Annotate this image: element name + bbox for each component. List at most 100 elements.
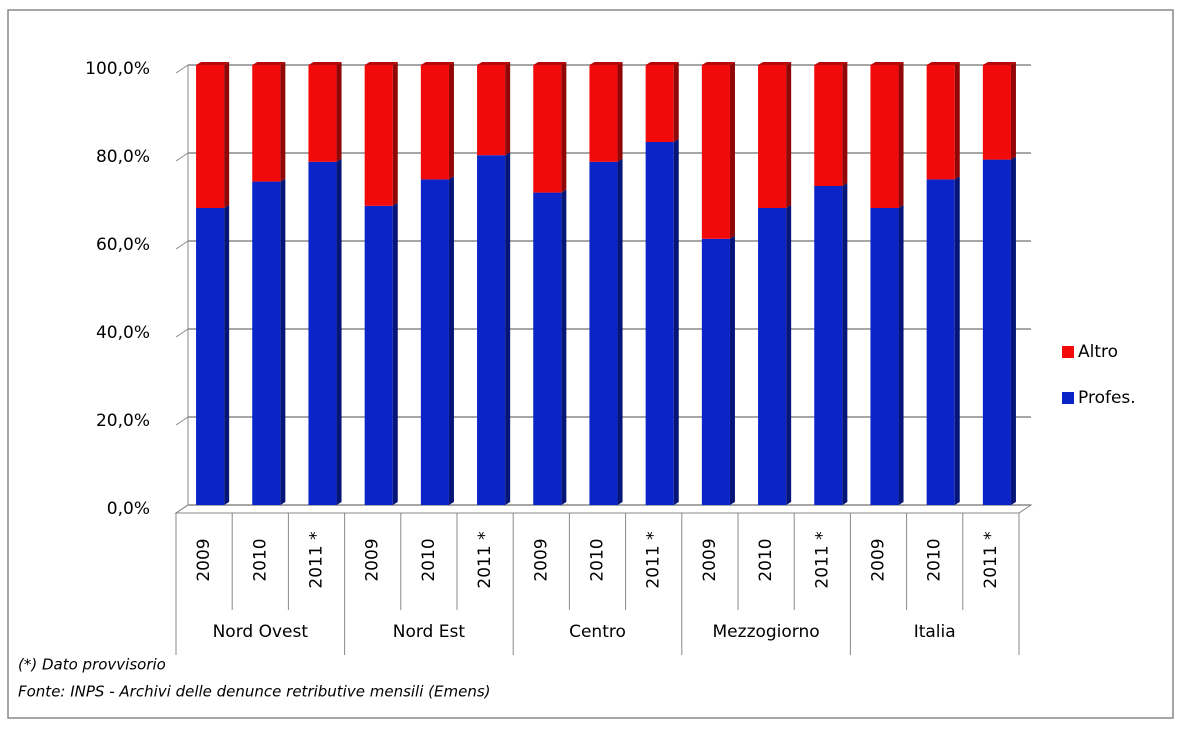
bar-top xyxy=(814,62,848,65)
bar-side xyxy=(842,62,848,186)
note: Fonte: INPS - Archivi delle denunce retr… xyxy=(18,683,491,701)
bar-top xyxy=(589,62,623,65)
x-tick-label: 2011 * xyxy=(981,531,1001,588)
bar-top xyxy=(533,62,567,65)
bar-side xyxy=(786,62,792,208)
bar-segment xyxy=(308,65,337,162)
bar-side xyxy=(505,152,511,505)
bar-side xyxy=(224,205,230,505)
bar-top xyxy=(477,62,511,65)
bar-segment xyxy=(645,65,674,142)
y-tick-label: 0,0% xyxy=(107,499,150,519)
bar-segment xyxy=(196,208,225,505)
grid-tick xyxy=(175,152,189,162)
bar-side xyxy=(898,62,904,208)
legend-label: Altro xyxy=(1078,342,1118,362)
x-tick-label: 2011 * xyxy=(644,531,664,588)
x-tick-label: 2009 xyxy=(700,538,720,581)
grid-tick xyxy=(175,240,189,250)
x-tick-label: 2009 xyxy=(194,538,214,581)
x-tick-label: 2010 xyxy=(756,538,776,581)
bar-side xyxy=(336,62,342,162)
bar-side xyxy=(448,176,454,505)
bar-segment xyxy=(477,155,506,505)
bar-side xyxy=(336,158,342,506)
x-tick-label: 2009 xyxy=(531,538,551,581)
x-tick-label: 2010 xyxy=(250,538,270,581)
x-tick-label: 2010 xyxy=(588,538,608,581)
bar-segment xyxy=(814,65,843,186)
bar-side xyxy=(786,205,792,505)
bar-segment xyxy=(252,181,281,505)
bar-side xyxy=(505,62,511,156)
bar-side xyxy=(673,62,679,142)
legend-swatch xyxy=(1062,346,1074,358)
bar-side xyxy=(673,139,679,505)
bar-side xyxy=(561,189,567,505)
bar-side xyxy=(1010,156,1016,505)
bar-side xyxy=(280,178,286,505)
note: (*) Dato provvisorio xyxy=(18,656,166,674)
bar-segment xyxy=(870,65,899,208)
x-group-label: Mezzogiorno xyxy=(713,622,820,642)
x-tick-label: 2011 * xyxy=(475,531,495,588)
bar-top xyxy=(758,62,792,65)
grid-tick xyxy=(175,328,189,338)
bar-top xyxy=(420,62,454,65)
bar-segment xyxy=(364,65,393,206)
bar-segment xyxy=(589,65,618,162)
bar-side xyxy=(448,62,454,180)
bar-segment xyxy=(364,205,393,506)
bar-side xyxy=(1010,62,1016,160)
bar-top xyxy=(364,62,398,65)
bar-segment xyxy=(926,65,955,180)
grid-tick xyxy=(175,504,189,514)
bar-segment xyxy=(758,65,787,208)
x-tick-label: 2011 * xyxy=(812,531,832,588)
x-group-label: Italia xyxy=(914,622,956,642)
bar-top xyxy=(252,62,286,65)
y-tick-label: 20,0% xyxy=(96,411,150,431)
x-group-label: Centro xyxy=(569,622,626,642)
bar-segment xyxy=(814,186,843,505)
bar-segment xyxy=(926,179,955,505)
bar-side xyxy=(224,62,230,208)
bar-segment xyxy=(252,65,281,182)
bar-top xyxy=(196,62,230,65)
y-tick-label: 60,0% xyxy=(96,235,150,255)
bar-segment xyxy=(420,179,449,505)
y-tick-label: 100,0% xyxy=(85,59,150,79)
bar-segment xyxy=(701,65,730,239)
bar-side xyxy=(280,62,286,182)
bar-segment xyxy=(308,161,337,506)
bar-top xyxy=(870,62,904,65)
bar-segment xyxy=(645,142,674,505)
bar-segment xyxy=(701,238,730,506)
bar-segment xyxy=(589,161,618,506)
y-tick-label: 80,0% xyxy=(96,147,150,167)
legend-swatch xyxy=(1062,392,1074,404)
x-tick-label: 2009 xyxy=(869,538,889,581)
bar-segment xyxy=(982,65,1011,160)
grid-tick xyxy=(175,416,189,426)
bar-top xyxy=(645,62,679,65)
bar-side xyxy=(842,183,848,505)
bar-side xyxy=(617,158,623,506)
x-tick-label: 2010 xyxy=(925,538,945,581)
bar-top xyxy=(982,62,1016,65)
bar-side xyxy=(954,176,960,505)
bar-segment xyxy=(477,65,506,156)
bar-side xyxy=(561,62,567,193)
bar-segment xyxy=(758,208,787,505)
bar-top xyxy=(308,62,342,65)
bar-segment xyxy=(533,65,562,193)
y-tick-label: 40,0% xyxy=(96,323,150,343)
bar-segment xyxy=(982,159,1011,505)
bar-side xyxy=(617,62,623,162)
bar-top xyxy=(926,62,960,65)
bar-segment xyxy=(533,192,562,505)
x-tick-label: 2010 xyxy=(419,538,439,581)
bar-segment xyxy=(870,208,899,505)
